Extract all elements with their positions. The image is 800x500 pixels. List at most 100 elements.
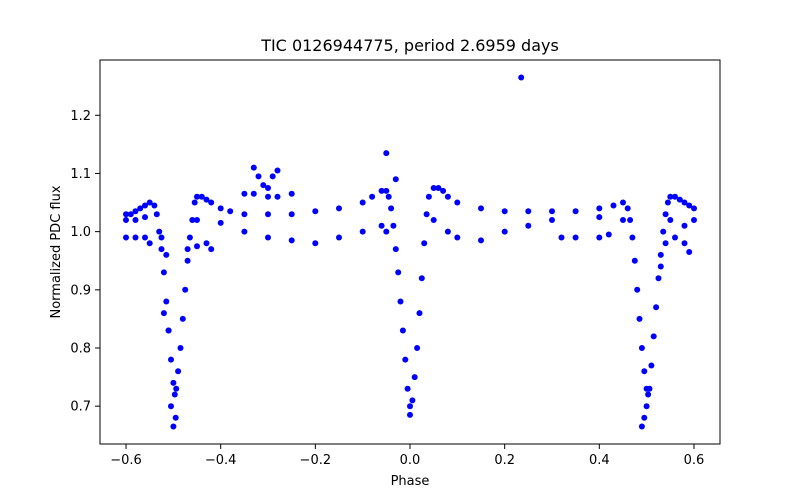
data-point [444,193,451,200]
data-point [645,391,652,398]
data-point [359,199,366,206]
data-point [392,176,399,183]
y-tick-label: 0.7 [70,400,91,415]
data-point [274,193,281,200]
y-tick-label: 0.9 [70,283,91,298]
data-point [170,379,177,386]
y-ticks: 0.7 0.8 0.9 1.0 1.1 1.2 [70,109,100,415]
data-point [662,211,669,218]
x-tick-label: −0.2 [300,453,332,468]
data-point [265,185,271,191]
data-point [383,187,390,194]
data-point [407,411,413,418]
data-point [631,257,638,264]
x-tick-label: 0.0 [400,453,421,468]
data-point [629,234,636,241]
y-tick-label: 0.8 [70,342,91,357]
data-point [177,345,184,351]
data-point [395,269,402,276]
data-point [312,240,319,247]
data-point [369,193,376,200]
data-point [655,275,662,282]
data-point [194,243,200,250]
data-point [198,193,205,200]
data-point [359,228,366,235]
data-point [572,208,579,215]
data-point [660,228,667,235]
data-point [184,257,191,264]
data-point [158,234,165,241]
data-point [596,214,603,221]
data-point [208,199,215,206]
data-point [648,362,655,369]
data-point [605,231,612,238]
data-point [397,298,404,305]
data-point [288,237,295,244]
data-point [123,234,129,241]
data-point [265,234,271,241]
data-point [160,310,167,317]
data-point [558,234,565,241]
data-point [203,196,210,203]
data-point [392,246,399,253]
data-point [153,211,160,218]
data-point [423,211,430,218]
data-point [146,240,153,247]
data-point [265,211,271,218]
data-point [250,190,257,197]
data-point [378,222,385,229]
data-point [172,414,179,421]
data-point [151,202,158,209]
data-point [686,202,693,209]
data-point [478,205,484,212]
data-point [402,356,409,363]
data-point [170,423,177,430]
data-point [620,217,626,223]
x-tick-label: −0.6 [110,453,142,468]
data-point [383,228,390,235]
data-point [142,234,148,241]
data-point [634,286,641,293]
data-point [691,217,697,223]
data-point [681,199,688,206]
data-point [643,403,650,410]
data-point [596,234,603,241]
data-point [650,333,657,340]
data-point [641,368,648,375]
data-point [501,208,508,215]
data-point [241,190,248,197]
data-point [416,310,423,317]
data-point [681,222,688,229]
data-point [163,298,170,305]
data-point [385,193,392,200]
x-tick-label: −0.4 [205,453,237,468]
data-point [549,217,555,223]
data-point [142,202,148,209]
data-point [676,196,683,203]
data-point [421,240,428,247]
data-point [596,205,603,212]
data-point [182,286,189,293]
y-axis-label: Normalized PDC flux [49,185,64,318]
data-point [274,167,281,174]
data-point [672,193,678,200]
y-tick-label: 1.1 [70,167,91,182]
data-point [173,385,180,392]
data-point [175,368,182,375]
data-point [269,173,276,180]
x-tick-label: 0.2 [494,453,515,468]
data-point [217,219,224,226]
data-point [383,150,390,157]
data-point [241,228,248,235]
x-ticks: −0.6 −0.4 −0.2 0.0 0.2 0.4 0.6 [110,444,704,468]
data-point [194,217,200,223]
data-point [168,356,174,363]
data-point [440,187,447,194]
data-point [399,327,406,334]
data-point [203,240,210,247]
data-point [409,397,416,404]
data-point [137,205,144,212]
data-point [388,205,395,212]
